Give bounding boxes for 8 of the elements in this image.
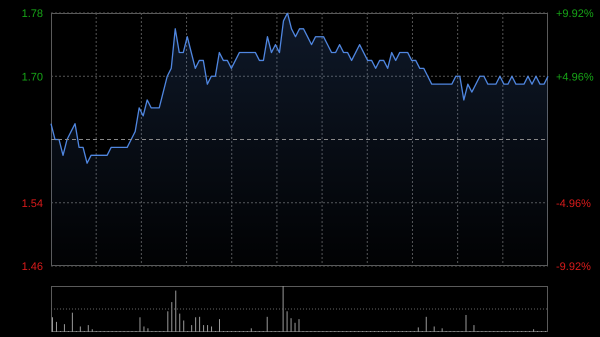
- y2-tick-label: -4.96%: [556, 198, 592, 210]
- y2-tick-label: -9.92%: [556, 261, 592, 273]
- y2-tick-label: +9.92%: [556, 8, 594, 20]
- y-tick-label: 1.78: [22, 8, 43, 20]
- y-tick-label: 1.70: [22, 71, 43, 84]
- y2-tick-label: +4.96%: [556, 71, 594, 84]
- y-tick-label: 1.46: [22, 261, 43, 273]
- y-tick-label: 1.54: [22, 198, 43, 210]
